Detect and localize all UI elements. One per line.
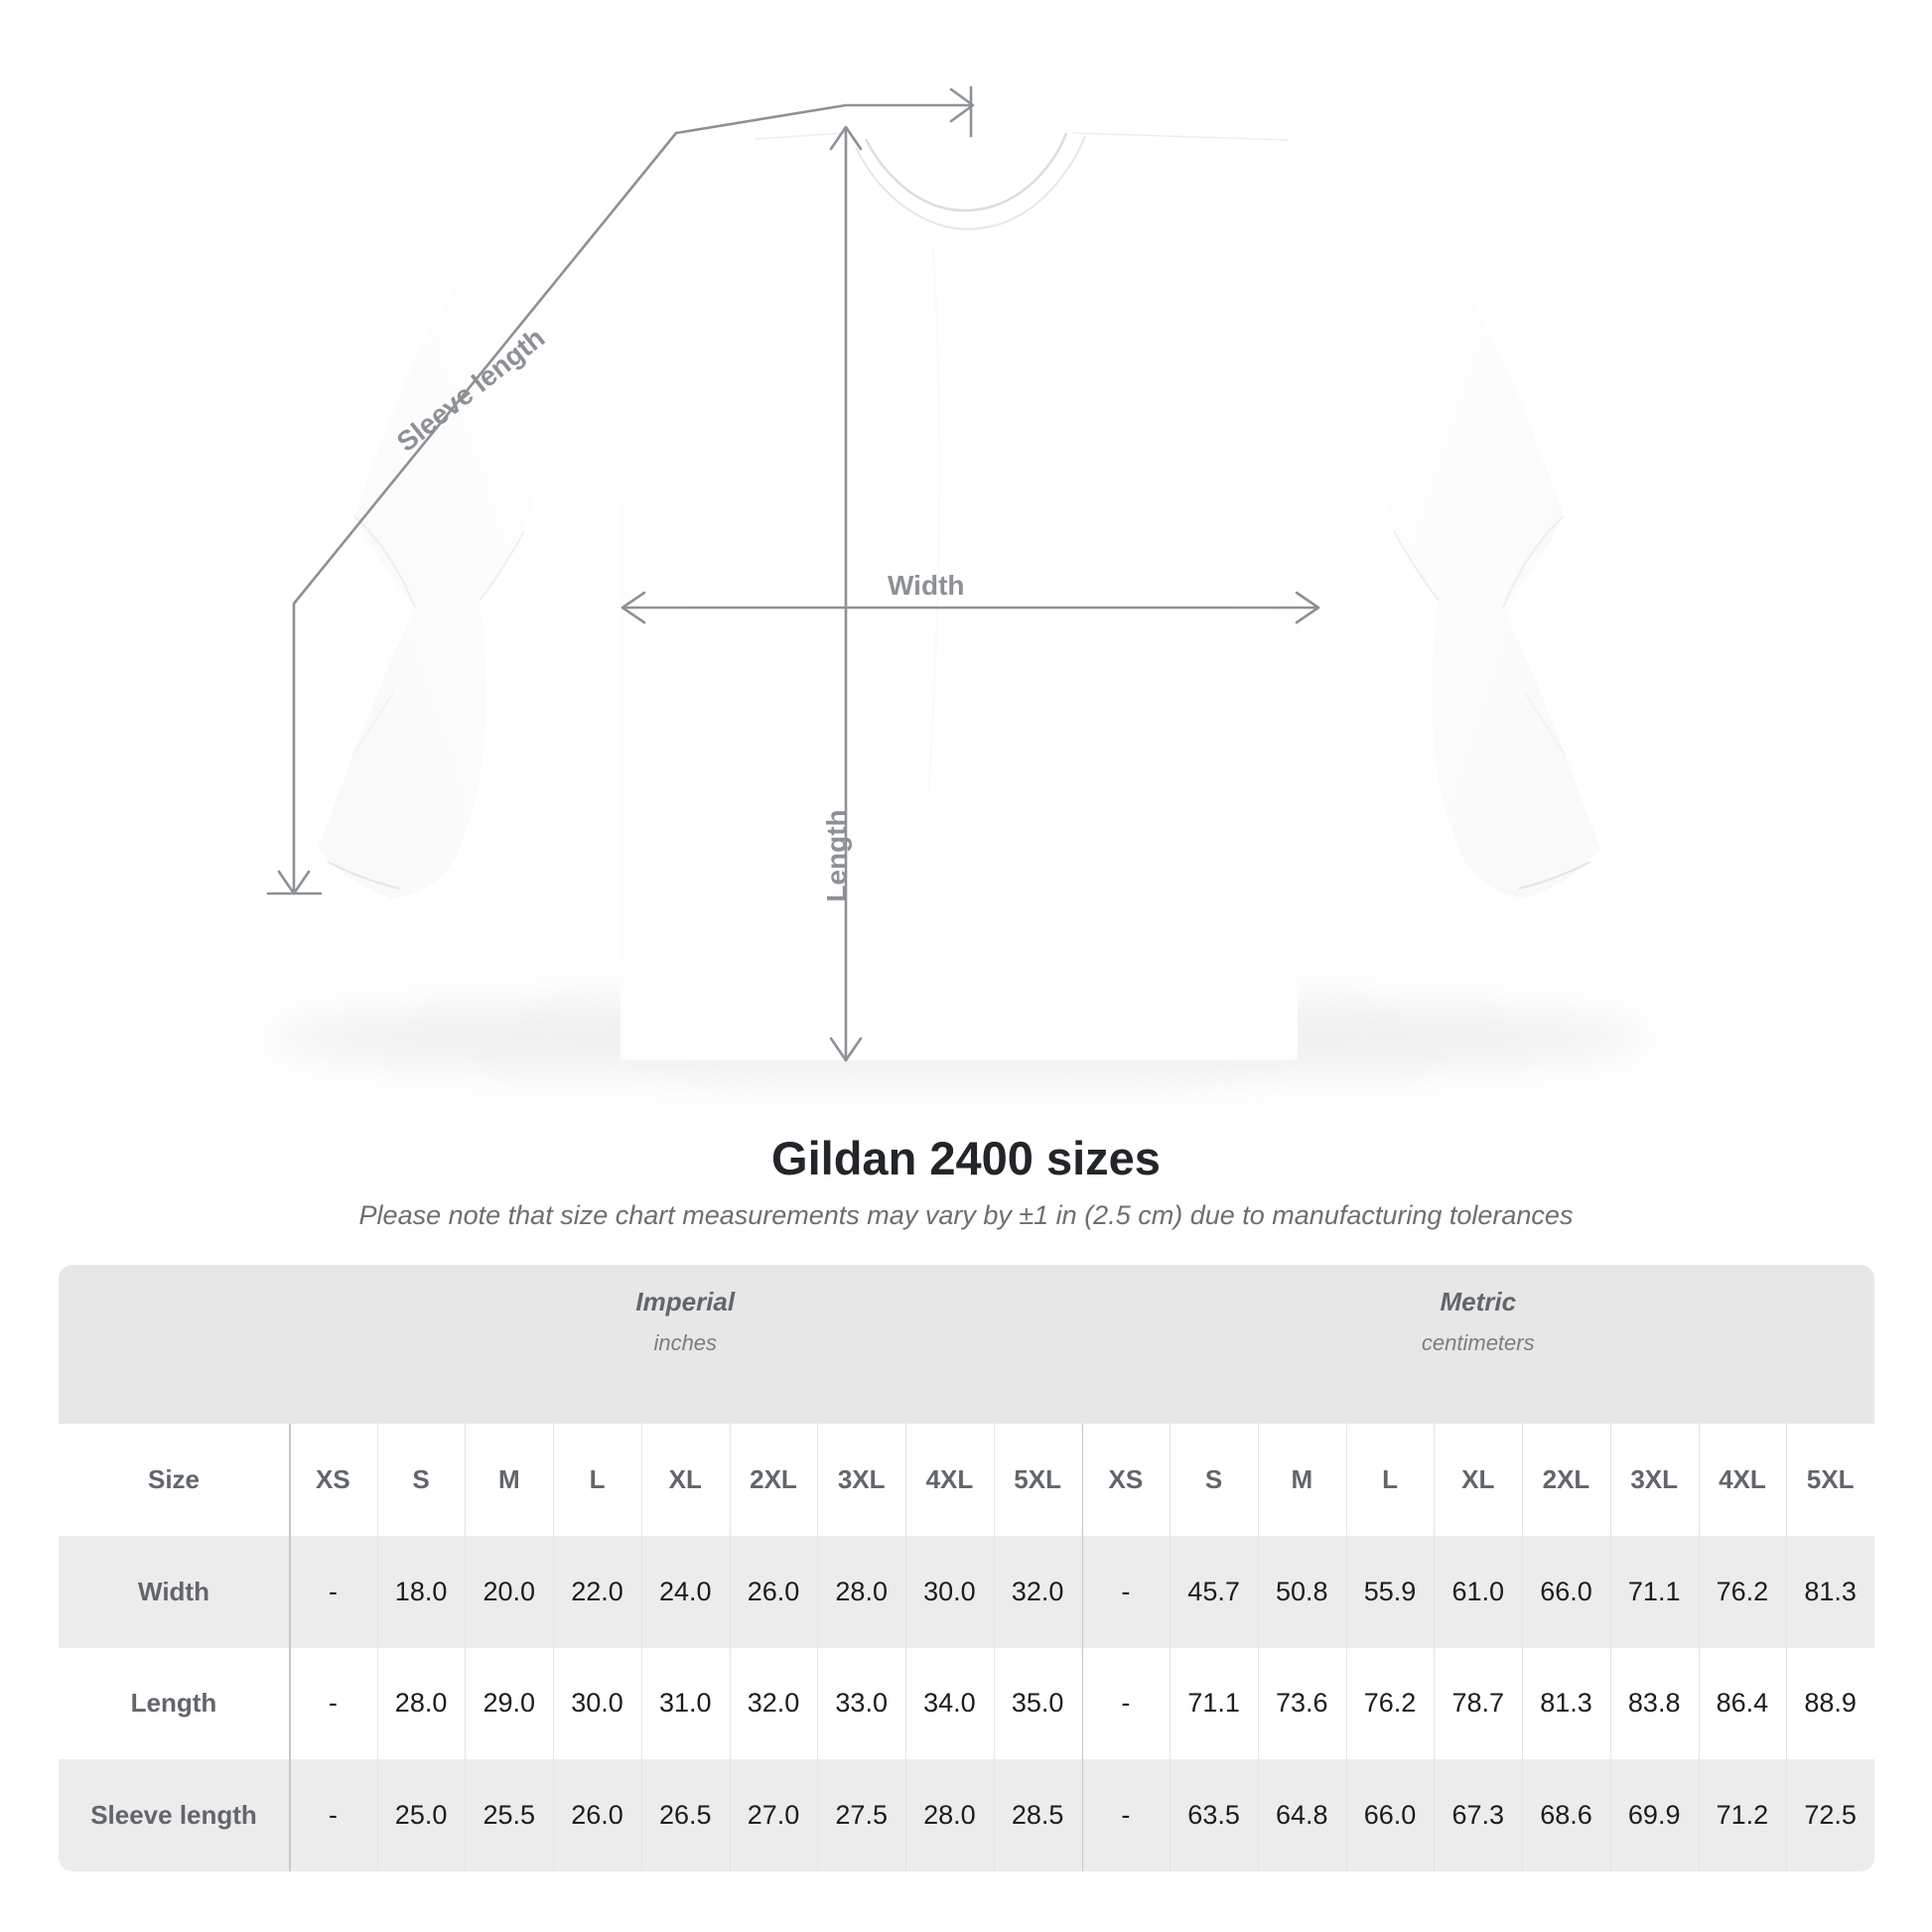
svg-text:Width: Width <box>888 570 965 601</box>
svg-text:Length: Length <box>821 809 852 901</box>
